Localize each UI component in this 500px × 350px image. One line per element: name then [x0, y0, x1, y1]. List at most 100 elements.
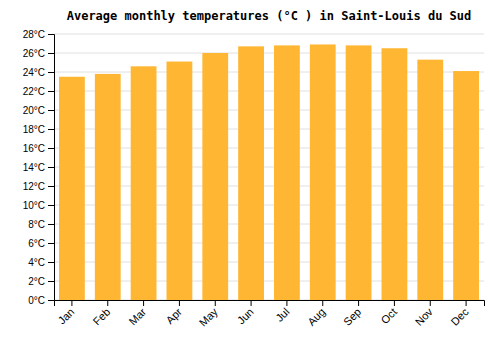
x-tick-mark — [286, 300, 287, 306]
y-tick: 12°C — [23, 181, 54, 192]
x-tick-label: Oct — [378, 306, 399, 327]
x-tick: Mar — [126, 300, 148, 327]
x-tick-label: Feb — [91, 306, 113, 328]
x-tick-label: Nov — [413, 305, 436, 328]
x-tick-mark — [430, 300, 431, 306]
title: Average monthly temperatures (°C ) in Sa… — [67, 9, 472, 23]
y-tick: 16°C — [23, 143, 54, 154]
y-tick-label: 26°C — [23, 48, 45, 59]
x-tick: Jul — [273, 300, 291, 324]
grid — [54, 34, 484, 300]
x-axis-line — [55, 301, 485, 307]
x-tick: Aug — [305, 300, 327, 328]
y-tick-mark — [48, 91, 54, 92]
x-tick-label: Dec — [448, 305, 471, 328]
y-tick-label: 10°C — [23, 200, 45, 211]
y-tick: 26°C — [23, 48, 54, 59]
grid-line — [54, 53, 484, 54]
bar — [59, 77, 85, 300]
y-tick-label: 2°C — [28, 276, 45, 287]
x-tick-label: Jul — [273, 306, 291, 324]
grid-line — [54, 34, 484, 35]
bar — [167, 62, 193, 300]
y-tick-label: 22°C — [23, 86, 45, 97]
x-tick-mark — [143, 300, 144, 306]
y-tick-label: 14°C — [23, 162, 45, 173]
plot-area — [59, 44, 479, 300]
bar — [346, 45, 372, 300]
y-tick-label: 0°C — [28, 295, 45, 306]
y-tick-mark — [48, 224, 54, 225]
x-tick: Dec — [448, 300, 471, 328]
x-tick: Sep — [341, 300, 363, 328]
x-tick-mark — [358, 300, 359, 306]
y-tick-mark — [48, 148, 54, 149]
y-tick: 28°C — [23, 29, 54, 40]
x-tick: Oct — [378, 300, 399, 326]
y-tick-mark — [48, 110, 54, 111]
y-axis: 0°C 2°C 4°C 6°C 8°C 10°C 12°C 14°C 16°C 18°C 20°C 2… — [23, 29, 55, 306]
x-tick-mark — [466, 300, 467, 306]
x-tick-mark — [394, 300, 395, 306]
y-tick-label: 8°C — [28, 219, 45, 230]
y-tick: 24°C — [23, 67, 54, 78]
y-tick: 4°C — [28, 257, 54, 268]
x-tick-label: Aug — [305, 306, 327, 328]
y-tick-label: 6°C — [28, 238, 45, 249]
x-tick-label: Mar — [126, 305, 148, 327]
y-tick: 20°C — [23, 105, 54, 116]
x-tick-label: Jan — [56, 306, 77, 327]
y-tick-label: 12°C — [23, 181, 45, 192]
x-tick-mark — [322, 300, 323, 306]
x-tick: Jan — [56, 300, 77, 327]
y-tick-label: 24°C — [23, 67, 45, 78]
y-tick-mark — [48, 262, 54, 263]
bar — [417, 60, 443, 300]
x-tick-mark — [215, 300, 216, 306]
y-tick-label: 16°C — [23, 143, 45, 154]
y-tick-mark — [48, 186, 54, 187]
y-tick-mark — [48, 281, 54, 282]
x-tick-label: Apr — [163, 305, 184, 326]
y-axis-line — [48, 35, 55, 301]
bar — [274, 45, 300, 300]
x-tick-mark — [251, 300, 252, 306]
y-tick-label: 18°C — [23, 124, 45, 135]
x-tick-label: Sep — [341, 306, 363, 328]
x-tick-label: Jun — [235, 306, 256, 327]
y-tick: 10°C — [23, 200, 54, 211]
bar — [238, 46, 264, 300]
x-tick-mark — [107, 300, 108, 306]
y-tick: 2°C — [28, 276, 54, 287]
x-tick: Apr — [163, 300, 184, 326]
x-tick: Jun — [235, 300, 256, 327]
y-tick-mark — [48, 129, 54, 130]
y-tick: 6°C — [28, 238, 54, 249]
bar — [310, 44, 336, 300]
y-tick: 0°C — [28, 295, 54, 306]
chart: Jan Feb Mar Apr May Jun Jul Aug Sep Oct Nov Dec 0°C 2… — [0, 0, 500, 350]
x-tick-mark — [179, 300, 180, 306]
y-tick-mark — [48, 53, 54, 54]
y-tick: 8°C — [28, 219, 54, 230]
y-tick-mark — [48, 300, 54, 301]
x-tick-label: May — [197, 305, 221, 329]
x-axis: Jan Feb Mar Apr May Jun Jul Aug Sep Oct Nov Dec — [55, 300, 485, 329]
y-tick: 22°C — [23, 86, 54, 97]
x-tick: Nov — [413, 300, 436, 328]
x-tick: May — [197, 300, 221, 329]
bar — [202, 53, 228, 300]
y-tick-label: 20°C — [23, 105, 45, 116]
bar — [131, 66, 157, 300]
y-tick-mark — [48, 205, 54, 206]
bar — [382, 48, 408, 300]
y-tick-label: 28°C — [23, 29, 45, 40]
y-tick: 14°C — [23, 162, 54, 173]
x-tick-mark — [71, 300, 72, 306]
y-tick-label: 4°C — [28, 257, 45, 268]
x-tick: Feb — [91, 300, 113, 327]
bar — [453, 71, 479, 300]
bar — [95, 74, 121, 300]
y-tick-mark — [48, 243, 54, 244]
y-tick-mark — [48, 72, 54, 73]
